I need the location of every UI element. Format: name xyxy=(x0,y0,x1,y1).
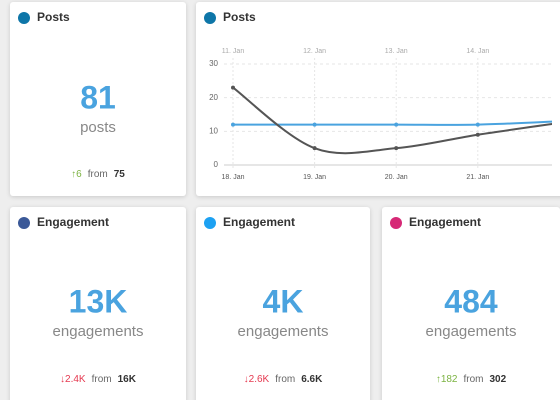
data-point xyxy=(312,122,317,127)
x-tick-label: 19. Jan xyxy=(303,174,326,181)
from-value: 302 xyxy=(490,374,507,385)
change-line: ↓2.4K from 16K xyxy=(60,374,137,385)
x-tick-label: 21. Jan xyxy=(466,174,489,181)
card xyxy=(196,207,370,400)
from-value: 16K xyxy=(118,374,137,385)
y-tick-label: 20 xyxy=(209,93,218,102)
change-line: ↑182 from 302 xyxy=(436,374,507,385)
from-label: from xyxy=(464,374,484,385)
metric-unit: posts xyxy=(80,119,116,136)
data-point xyxy=(475,122,480,127)
data-point xyxy=(231,122,235,127)
compare-tick-label: 11. Jan xyxy=(222,48,245,55)
x-tick-label: 18. Jan xyxy=(222,174,245,181)
metric-value: 13K xyxy=(69,283,128,319)
compare-tick-label: 12. Jan xyxy=(303,48,326,55)
change: ↑182 xyxy=(436,374,458,385)
metric-value: 4K xyxy=(263,283,304,319)
data-point xyxy=(475,132,480,137)
y-tick-label: 10 xyxy=(209,126,218,135)
card-title: Engagement xyxy=(37,215,109,229)
from-label: from xyxy=(275,374,295,385)
from-label: from xyxy=(92,374,112,385)
compare-tick-label: 13. Jan xyxy=(385,48,408,55)
metric-value: 484 xyxy=(444,283,498,319)
data-point xyxy=(312,146,317,151)
network-icon xyxy=(390,217,402,229)
x-tick-label: 20. Jan xyxy=(385,174,408,181)
network-icon xyxy=(204,217,216,229)
chart xyxy=(224,58,552,170)
metric-unit: engagements xyxy=(238,323,329,340)
change-line: ↑6 from 75 xyxy=(71,169,125,180)
card-title: Posts xyxy=(37,10,70,24)
metric-value: 81 xyxy=(80,79,116,115)
y-tick-label: 30 xyxy=(209,59,218,68)
change: ↑6 xyxy=(71,169,82,180)
card xyxy=(10,2,186,196)
data-point xyxy=(231,85,235,90)
network-icon xyxy=(204,12,216,24)
card xyxy=(10,207,186,400)
change-line: ↓2.6K from 6.6K xyxy=(244,374,323,385)
card xyxy=(382,207,560,400)
card xyxy=(196,2,560,196)
data-point xyxy=(394,122,399,127)
network-icon xyxy=(18,217,30,229)
compare-tick-label: 14. Jan xyxy=(466,48,489,55)
from-value: 6.6K xyxy=(301,374,323,385)
card-title: Engagement xyxy=(409,215,481,229)
network-icon xyxy=(18,12,30,24)
change: ↓2.6K xyxy=(244,374,270,385)
card-title: Engagement xyxy=(223,215,295,229)
change: ↓2.4K xyxy=(60,374,86,385)
from-label: from xyxy=(88,169,108,180)
y-tick-label: 0 xyxy=(214,160,219,169)
from-value: 75 xyxy=(114,169,126,180)
card-title: Posts xyxy=(223,10,256,24)
data-point xyxy=(394,146,399,151)
metric-unit: engagements xyxy=(426,323,517,340)
metric-unit: engagements xyxy=(53,323,144,340)
